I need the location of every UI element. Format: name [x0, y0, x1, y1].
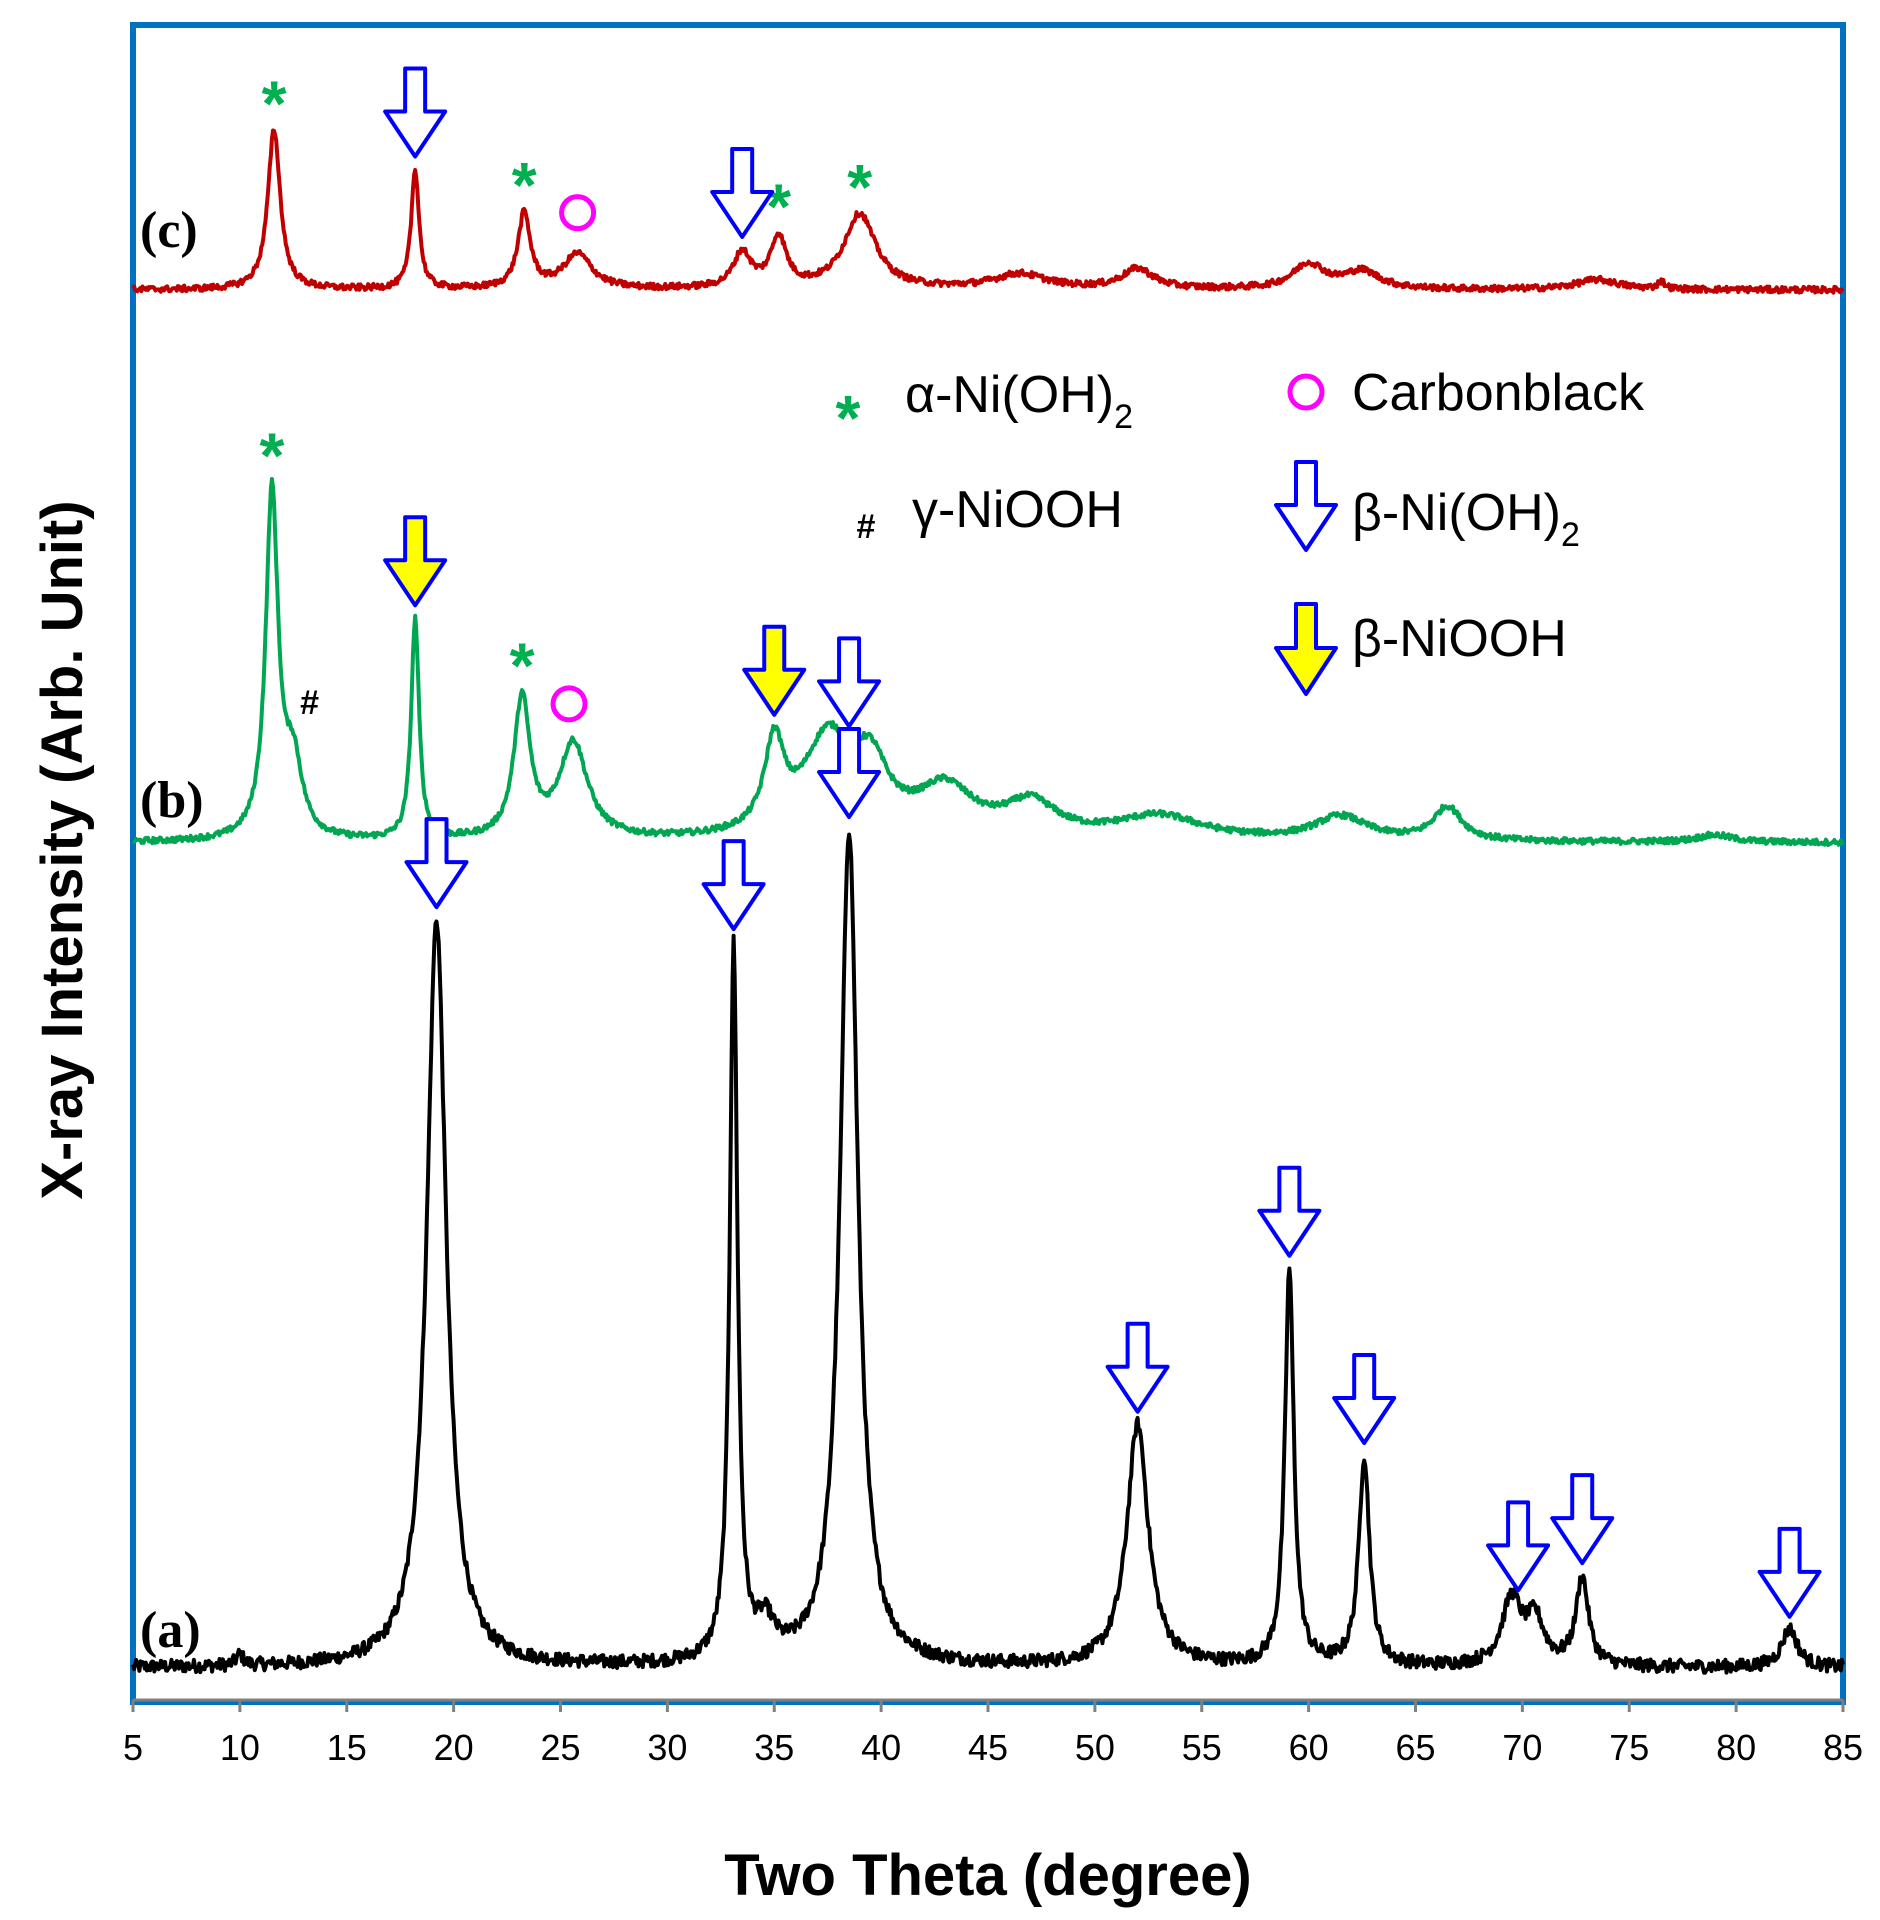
hash-icon: # — [857, 508, 876, 546]
x-tick-label: 75 — [1609, 1727, 1649, 1768]
legend-item-carbon: Carbonblack — [1287, 364, 1645, 422]
x-tick-label: 35 — [754, 1727, 794, 1768]
green-star-icon: * — [262, 68, 287, 140]
legend-label-gamma: γ-NiOOH — [912, 481, 1123, 539]
magenta-circle-icon — [559, 194, 597, 232]
legend-item-beta-niooh: β-NiOOH — [1274, 602, 1567, 696]
x-tick-label: 65 — [1395, 1727, 1435, 1768]
legend-label-carbon: Carbonblack — [1352, 364, 1645, 422]
x-axis-ticks — [131, 1700, 1845, 1712]
open-down-arrow-icon — [817, 727, 882, 820]
open-down-arrow-icon — [404, 817, 469, 910]
trace-label-a: (a) — [140, 1602, 201, 1659]
open-down-arrow-icon — [383, 66, 448, 159]
green-star-icon: * — [836, 382, 861, 454]
trace-c — [131, 128, 1845, 295]
green-star-icon: * — [766, 170, 791, 242]
y-axis-title: X-ray Intensity (Arb. Unit) — [30, 500, 95, 1199]
traces — [131, 128, 1845, 1675]
open-down-arrow-icon — [1105, 1321, 1170, 1414]
green-star-icon: * — [510, 629, 535, 701]
yellow-down-arrow-icon — [1274, 602, 1338, 696]
open-down-arrow-icon — [1486, 1500, 1551, 1593]
open-down-arrow-icon — [1257, 1165, 1322, 1258]
yellow-down-arrow-icon — [742, 624, 807, 717]
x-tick-label: 40 — [861, 1727, 901, 1768]
magenta-circle-icon — [1287, 373, 1325, 411]
legend-item-alpha: * α-Ni(OH)2 — [836, 366, 1134, 454]
peak-markers: * * # * * * * — [259, 66, 1822, 1619]
trace-label-c: (c) — [140, 202, 198, 259]
open-down-arrow-icon — [1274, 460, 1338, 552]
green-star-icon: * — [259, 420, 284, 492]
x-tick-label: 20 — [434, 1727, 474, 1768]
x-tick-label: 25 — [540, 1727, 580, 1768]
open-down-arrow-icon — [817, 636, 882, 729]
legend-label-beta-niooh: β-NiOOH — [1352, 610, 1567, 668]
green-star-icon: * — [512, 149, 537, 221]
hash-icon: # — [300, 684, 319, 722]
x-tick-label: 80 — [1716, 1727, 1756, 1768]
open-down-arrow-icon — [1757, 1526, 1822, 1619]
x-axis-title: Two Theta (degree) — [724, 1843, 1251, 1908]
x-tick-label: 15 — [327, 1727, 367, 1768]
open-down-arrow-icon — [1332, 1352, 1397, 1445]
legend-label-alpha: α-Ni(OH)2 — [905, 366, 1133, 436]
open-down-arrow-icon — [1550, 1473, 1615, 1566]
open-down-arrow-icon — [701, 839, 766, 932]
x-tick-label: 5 — [123, 1727, 143, 1768]
x-tick-label: 50 — [1075, 1727, 1115, 1768]
x-axis-tick-labels: 5 10 15 20 25 30 35 40 45 50 55 60 65 70 75 80 85 — [123, 1727, 1863, 1768]
x-tick-label: 30 — [647, 1727, 687, 1768]
x-tick-label: 10 — [220, 1727, 260, 1768]
open-down-arrow-icon — [710, 146, 775, 239]
legend-label-beta-nioh2: β-Ni(OH)2 — [1352, 484, 1580, 554]
legend-item-beta-nioh2: β-Ni(OH)2 — [1274, 460, 1580, 554]
legend-item-gamma: # γ-NiOOH — [857, 481, 1123, 546]
x-tick-label: 85 — [1823, 1727, 1863, 1768]
x-tick-label: 45 — [968, 1727, 1008, 1768]
legend: * α-Ni(OH)2 Carbonblack # γ-NiOOH β-Ni(O… — [836, 364, 1645, 696]
x-tick-label: 70 — [1502, 1727, 1542, 1768]
x-tick-label: 60 — [1289, 1727, 1329, 1768]
yellow-down-arrow-icon — [383, 515, 448, 608]
x-tick-label: 55 — [1182, 1727, 1222, 1768]
trace-b — [131, 477, 1845, 847]
trace-label-b: (b) — [140, 772, 204, 829]
green-star-icon: * — [847, 151, 872, 223]
trace-a — [131, 832, 1845, 1675]
magenta-circle-icon — [550, 685, 588, 723]
